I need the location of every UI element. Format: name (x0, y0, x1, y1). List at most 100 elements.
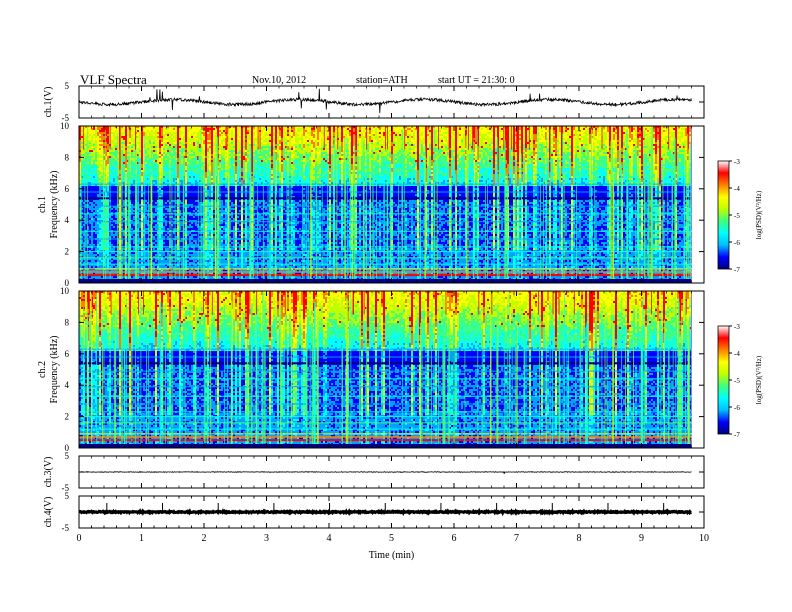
ch1-spectrogram-cell (287, 128, 289, 130)
ch1-spectrogram-cell (193, 128, 195, 130)
ch1-spectrogram-cell (241, 132, 243, 134)
ch1-spectrogram-cell (207, 128, 209, 130)
ch1-spectrogram-cell (551, 128, 553, 130)
ch1-spectrogram-cell (157, 132, 159, 134)
ch1-spectrogram-cell (193, 132, 195, 134)
ch1-spectrogram-cell (251, 128, 253, 130)
ch1-spectrogram-cell (475, 128, 477, 130)
ch1-spectrogram-cell (273, 128, 275, 130)
ch1-spectrogram-cell (123, 130, 125, 132)
ch1-spectrogram-cell (81, 128, 83, 130)
ch1-spectrogram-cell (465, 130, 467, 132)
ch1-spectrogram-cell (277, 132, 279, 134)
ch1-spectrogram-cell (439, 132, 441, 134)
ch1-spectrogram-cell (299, 130, 301, 132)
ch1-spectrogram-cell (413, 130, 415, 132)
ch1-spectrogram-cell (93, 132, 95, 134)
ch1-spectrogram-cell (661, 128, 663, 130)
ch1-spectrogram-cell (167, 128, 169, 130)
ch1-spectrogram-cell (171, 130, 173, 132)
ch1-spectrogram-cell (335, 130, 337, 132)
ch1-spectrogram-cell (557, 128, 559, 130)
ch1-spectrogram-cell (283, 128, 285, 130)
ch1-spectrogram-cell (681, 128, 683, 130)
ch1-spectrogram-cell (629, 130, 631, 132)
ch1-spectrogram-cell (395, 128, 397, 130)
ch1-spectrogram-cell (405, 130, 407, 132)
ch1-spectrogram-cell (369, 130, 371, 132)
ch1-spectrogram-cell (233, 130, 235, 132)
ch1-spectrogram-cell (557, 130, 559, 132)
ch1-spectrogram-cell (423, 132, 425, 134)
ch1-spectrogram-cell (339, 132, 341, 134)
ch1-spectrogram-cell (409, 128, 411, 130)
ch1-spectrogram-cell (97, 132, 99, 134)
ch1-spectrogram-cell (255, 130, 257, 132)
ch1-spectrogram-cell (361, 128, 363, 130)
ch1-spectrogram-cell (451, 130, 453, 132)
ch1-spectrogram-cell (491, 130, 493, 132)
ch1-spectrogram-cell (655, 130, 657, 132)
ch1-spectrogram-cell (319, 132, 321, 134)
ch1-spectrogram-cell (559, 130, 561, 132)
ch1-spectrogram-cell (669, 128, 671, 130)
ch1-spectrogram-cell (461, 132, 463, 134)
ch1-spectrogram-cell (605, 130, 607, 132)
ch1-spectrogram-cell (85, 128, 87, 130)
ch1-spectrogram-cell (111, 128, 113, 130)
ch1-spectrogram-cell (197, 132, 199, 134)
ch1-spectrogram-cell (233, 132, 235, 134)
ch1-spectrogram-cell (295, 130, 297, 132)
ch1-spectrogram-cell (681, 130, 683, 132)
ch1-spectrogram-cell (131, 128, 133, 130)
ch1-spectrogram-cell (611, 130, 613, 132)
ch1-spectrogram-cell (317, 130, 319, 132)
ch1-spectrogram-cell (159, 130, 161, 132)
ch1-spectrogram-cell (685, 130, 687, 132)
ch1-spectrogram-cell (181, 132, 183, 134)
ch1-spectrogram-cell (445, 132, 447, 134)
ch1-spectrogram-cell (297, 132, 299, 134)
ch1-spectrogram-cell (157, 130, 159, 132)
ch1-spectrogram-cell (165, 132, 167, 134)
ch1-spectrogram-cell (393, 132, 395, 134)
ch1-spectrogram-cell (389, 128, 391, 130)
ch1-spectrogram-cell (287, 130, 289, 132)
ch1-spectrogram-cell (213, 132, 215, 134)
ch1-spectrogram-cell (115, 130, 117, 132)
ch1-spectrogram-cell (285, 128, 287, 130)
ch1-spectrogram-cell (397, 130, 399, 132)
ch1-spectrogram-cell (355, 132, 357, 134)
ch1-spectrogram-cell (633, 130, 635, 132)
ch1-spectrogram-cell (551, 130, 553, 132)
ch1-spectrogram-cell (99, 130, 101, 132)
ch1-spectrogram-cell (455, 130, 457, 132)
ch1-spectrogram-cell (169, 130, 171, 132)
ch1-spectrogram-cell (115, 132, 117, 134)
ch1-spectrogram-cell (435, 130, 437, 132)
ch1-spectrogram-cell (409, 132, 411, 134)
ch1-spectrogram-cell (547, 128, 549, 130)
ch1-spectrogram-cell (285, 130, 287, 132)
ch1-spectrogram-cell (375, 130, 377, 132)
ch1-spectrogram-cell (291, 130, 293, 132)
ch1-spectrogram-cell (431, 128, 433, 130)
ch1-spectrogram-cell (237, 128, 239, 130)
ch1-spectrogram-cell (595, 130, 597, 132)
ch1-spectrogram-cell (617, 128, 619, 130)
ch1-spectrogram-cell (395, 130, 397, 132)
ch1-spectrogram-cell (231, 132, 233, 134)
ch1-spectrogram-cell (419, 128, 421, 130)
ch1-spectrogram-cell (489, 130, 491, 132)
ch1-spectrogram-cell (649, 128, 651, 130)
ch1-spectrogram-cell (369, 132, 371, 134)
ch1-spectrogram-cell (317, 128, 319, 130)
ch1-spectrogram-cell (659, 130, 661, 132)
ch1-spectrogram-cell (95, 130, 97, 132)
ch1-spectrogram-cell (539, 128, 541, 130)
ch1-spectrogram-cell (279, 132, 281, 134)
ch1-spectrogram-cell (295, 128, 297, 130)
ch1-spectrogram-cell (275, 132, 277, 134)
ch1-spectrogram-cell (567, 130, 569, 132)
ch1-spectrogram-cell (247, 130, 249, 132)
